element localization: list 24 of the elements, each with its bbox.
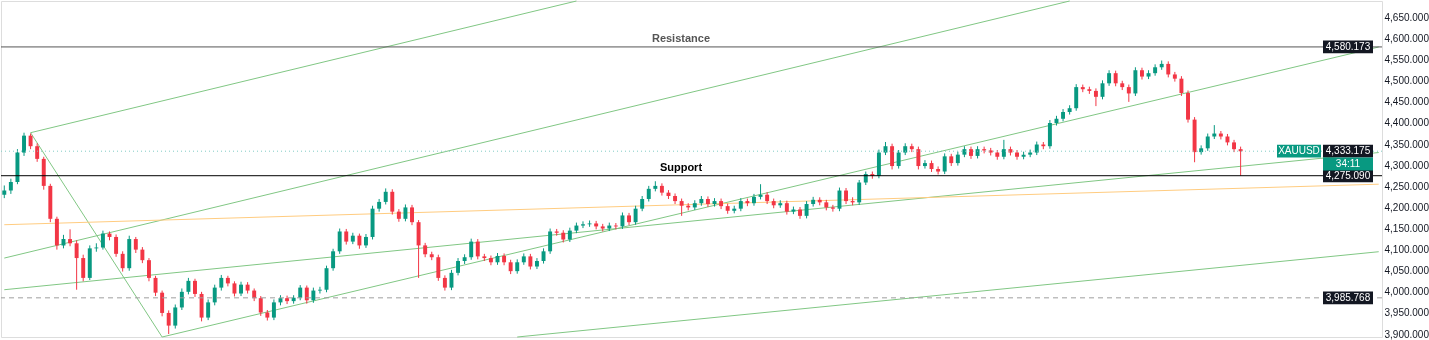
annotation: XAUUSD bbox=[1278, 145, 1320, 157]
y-tick-label: 3,900.000 bbox=[1384, 328, 1429, 340]
y-tick-label: 4,050.000 bbox=[1384, 265, 1429, 277]
y-tick-label: 4,250.000 bbox=[1384, 180, 1429, 192]
y-tick-label: 4,400.000 bbox=[1384, 117, 1429, 129]
y-tick-label: 3,950.000 bbox=[1384, 307, 1429, 319]
annotation: 4,275.090 bbox=[1325, 169, 1371, 181]
y-tick-label: 4,550.000 bbox=[1384, 54, 1429, 66]
annotation: 3,985.768 bbox=[1325, 291, 1371, 303]
y-tick-label: 4,350.000 bbox=[1384, 138, 1429, 150]
y-tick-label: 4,500.000 bbox=[1384, 75, 1429, 87]
y-tick-label: 4,100.000 bbox=[1384, 244, 1429, 256]
y-tick-label: 4,650.000 bbox=[1384, 11, 1429, 23]
annotation: 4,580.173 bbox=[1325, 40, 1371, 52]
annotation: 4,333.175 bbox=[1325, 145, 1371, 157]
y-tick-label: 4,450.000 bbox=[1384, 96, 1429, 108]
y-tick-label: 4,600.000 bbox=[1384, 33, 1429, 45]
ref-line-label: Support bbox=[659, 160, 703, 173]
y-tick-label: 4,000.000 bbox=[1384, 286, 1429, 298]
annotation: 34:11 bbox=[1335, 158, 1361, 170]
y-tick-label: 4,300.000 bbox=[1384, 159, 1429, 171]
ref-line-label: Resistance bbox=[651, 31, 711, 44]
y-tick-label: 4,150.000 bbox=[1384, 223, 1429, 235]
y-tick-label: 4,200.000 bbox=[1384, 201, 1429, 213]
